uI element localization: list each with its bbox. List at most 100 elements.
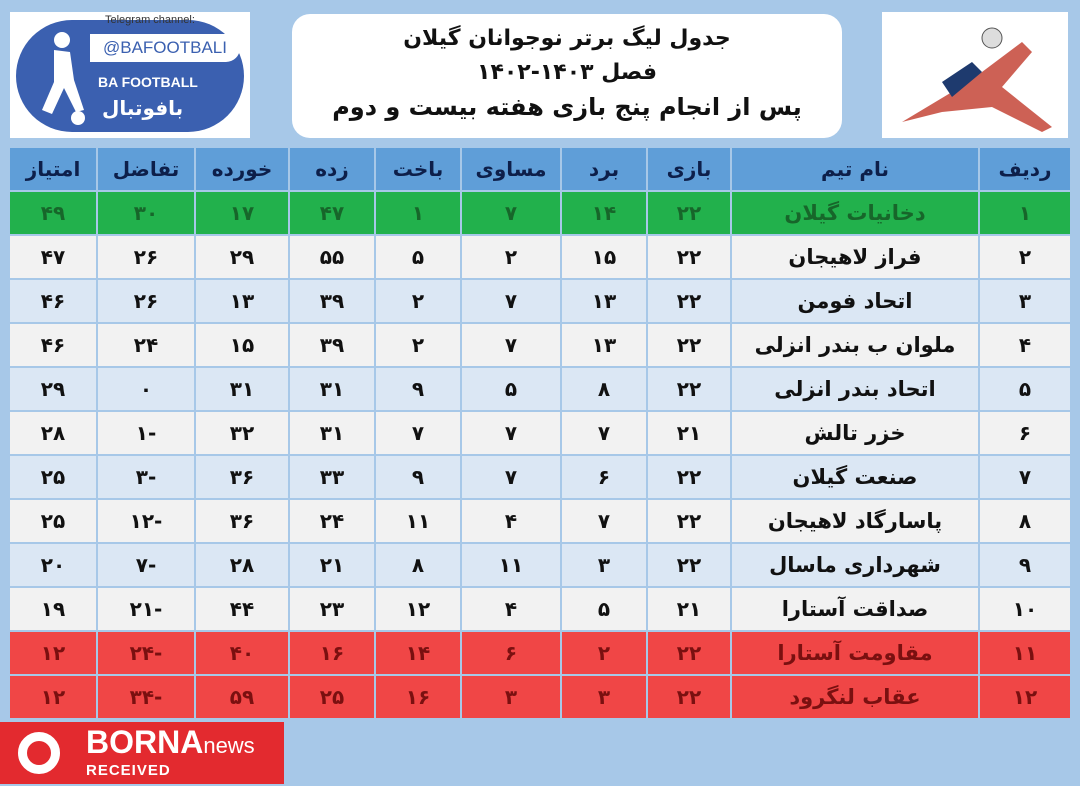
table-row: ۲ فراز لاهیجان ۲۲ ۱۵ ۲ ۵ ۵۵ ۲۹ ۲۶ ۴۷ bbox=[10, 236, 1070, 278]
table-cell: ۲۰ bbox=[10, 544, 96, 586]
table-cell: ۰ bbox=[98, 368, 194, 410]
table-cell: ۷ bbox=[462, 192, 560, 234]
team-name: شهرداری ماسال bbox=[732, 544, 978, 586]
watermark-brand: BORNAnews bbox=[86, 724, 255, 761]
table-cell: ۵۹ bbox=[196, 676, 288, 718]
table-cell: ۳۲ bbox=[196, 412, 288, 454]
table-cell: ۴ bbox=[462, 500, 560, 542]
team-name: خزر تالش bbox=[732, 412, 978, 454]
table-cell: ۲۲ bbox=[648, 192, 730, 234]
column-header: باخت bbox=[376, 148, 460, 190]
table-cell: ۲۲ bbox=[648, 456, 730, 498]
table-cell: ۲۲ bbox=[648, 500, 730, 542]
table-cell: ۳۱ bbox=[290, 368, 374, 410]
table-cell: ۶ bbox=[462, 632, 560, 674]
table-cell: ۷ bbox=[462, 456, 560, 498]
table-cell: ۱۷ bbox=[196, 192, 288, 234]
table-cell: ۵ bbox=[462, 368, 560, 410]
table-cell: ۲۲ bbox=[648, 676, 730, 718]
table-cell: ۳۳ bbox=[290, 456, 374, 498]
column-header: نام تیم bbox=[732, 148, 978, 190]
title-line3: پس از انجام پنج بازی هفته بیست و دوم bbox=[332, 93, 802, 121]
brand-fa: بافوتبال bbox=[102, 96, 184, 120]
table-cell: ۱۶ bbox=[376, 676, 460, 718]
telegram-handle: @BAFOOTBALI bbox=[90, 34, 240, 62]
table-cell: ۱۶ bbox=[290, 632, 374, 674]
table-cell: ۱۵ bbox=[562, 236, 646, 278]
table-cell: ۷ bbox=[462, 412, 560, 454]
borna-logo-icon bbox=[18, 732, 60, 774]
table-row: ۹ شهرداری ماسال ۲۲ ۳ ۱۱ ۸ ۲۱ ۲۸ -۷ ۲۰ bbox=[10, 544, 1070, 586]
table-cell: ۳ bbox=[562, 544, 646, 586]
table-cell: ۳۱ bbox=[196, 368, 288, 410]
table-cell: ۲۱ bbox=[648, 588, 730, 630]
table-cell: ۱۲ bbox=[980, 676, 1070, 718]
table-row: ۱ دخانیات گیلان ۲۲ ۱۴ ۷ ۱ ۴۷ ۱۷ ۳۰ ۴۹ bbox=[10, 192, 1070, 234]
table-cell: ۲۲ bbox=[648, 236, 730, 278]
table-cell: ۲۲ bbox=[648, 368, 730, 410]
table-cell: -۳ bbox=[98, 456, 194, 498]
watermark-suffix: news bbox=[203, 733, 255, 758]
table-cell: ۱۲ bbox=[10, 632, 96, 674]
team-name: اتحاد بندر انزلی bbox=[732, 368, 978, 410]
table-cell: ۲۶ bbox=[98, 280, 194, 322]
table-cell: ۲ bbox=[376, 280, 460, 322]
league-table: ردیف نام تیم بازی برد مساوی باخت زده خورده تفاضل… bbox=[8, 146, 1072, 720]
table-cell: ۴۶ bbox=[10, 280, 96, 322]
table-cell: ۱ bbox=[376, 192, 460, 234]
table-cell: ۱۴ bbox=[376, 632, 460, 674]
table-cell: ۶ bbox=[562, 456, 646, 498]
table-cell: ۴۷ bbox=[290, 192, 374, 234]
watermark-brand-text: BORNA bbox=[86, 724, 204, 760]
table-cell: ۷ bbox=[462, 280, 560, 322]
table-cell: ۱۳ bbox=[562, 324, 646, 366]
table-cell: ۲ bbox=[562, 632, 646, 674]
table-cell: ۷ bbox=[562, 412, 646, 454]
table-cell: -۱۲ bbox=[98, 500, 194, 542]
table-cell: ۸ bbox=[980, 500, 1070, 542]
table-cell: ۲۳ bbox=[290, 588, 374, 630]
table-row: ۴ ملوان ب بندر انزلی ۲۲ ۱۳ ۷ ۲ ۳۹ ۱۵ ۲۴ ۴۶ bbox=[10, 324, 1070, 366]
table-cell: ۵ bbox=[376, 236, 460, 278]
team-name: صنعت گیلان bbox=[732, 456, 978, 498]
column-header: مساوی bbox=[462, 148, 560, 190]
title-line2: فصل ۱۴۰۳-۱۴۰۲ bbox=[477, 60, 657, 85]
table-cell: ۲۵ bbox=[290, 676, 374, 718]
table-cell: ۱۲ bbox=[10, 676, 96, 718]
telegram-label: Telegram channel: bbox=[105, 14, 195, 26]
table-cell: ۱۳ bbox=[196, 280, 288, 322]
table-row: ۱۰ صداقت آستارا ۲۱ ۵ ۴ ۱۲ ۲۳ ۴۴ -۲۱ ۱۹ bbox=[10, 588, 1070, 630]
table-cell: ۳۶ bbox=[196, 500, 288, 542]
column-header: خورده bbox=[196, 148, 288, 190]
table-cell: -۷ bbox=[98, 544, 194, 586]
table-row: ۷ صنعت گیلان ۲۲ ۶ ۷ ۹ ۳۳ ۳۶ -۳ ۲۵ bbox=[10, 456, 1070, 498]
team-name: عقاب لنگرود bbox=[732, 676, 978, 718]
table-cell: ۲۵ bbox=[10, 456, 96, 498]
table-cell: ۷ bbox=[562, 500, 646, 542]
table-cell: ۲۱ bbox=[648, 412, 730, 454]
column-header: برد bbox=[562, 148, 646, 190]
team-name: اتحاد فومن bbox=[732, 280, 978, 322]
table-cell: ۲۹ bbox=[196, 236, 288, 278]
table-cell: ۴ bbox=[980, 324, 1070, 366]
table-cell: ۱۹ bbox=[10, 588, 96, 630]
table-cell: ۲ bbox=[462, 236, 560, 278]
table-row: ۱۱ مقاومت آستارا ۲۲ ۲ ۶ ۱۴ ۱۶ ۴۰ -۲۴ ۱۲ bbox=[10, 632, 1070, 674]
table-row: ۳ اتحاد فومن ۲۲ ۱۳ ۷ ۲ ۳۹ ۱۳ ۲۶ ۴۶ bbox=[10, 280, 1070, 322]
column-header: تفاضل bbox=[98, 148, 194, 190]
table-cell: ۴۴ bbox=[196, 588, 288, 630]
table-cell: ۲ bbox=[376, 324, 460, 366]
table-cell: ۳ bbox=[980, 280, 1070, 322]
table-cell: ۴۰ bbox=[196, 632, 288, 674]
column-header: زده bbox=[290, 148, 374, 190]
table-cell: ۳۶ bbox=[196, 456, 288, 498]
table-cell: ۲۴ bbox=[290, 500, 374, 542]
table-cell: -۳۴ bbox=[98, 676, 194, 718]
column-header: ردیف bbox=[980, 148, 1070, 190]
table-cell: ۵ bbox=[980, 368, 1070, 410]
table-cell: ۲۹ bbox=[10, 368, 96, 410]
team-name: فراز لاهیجان bbox=[732, 236, 978, 278]
team-name: دخانیات گیلان bbox=[732, 192, 978, 234]
table-cell: ۲۲ bbox=[648, 632, 730, 674]
title-box: جدول لیگ برتر نوجوانان گیلان فصل ۱۴۰۳-۱۴… bbox=[292, 14, 842, 138]
